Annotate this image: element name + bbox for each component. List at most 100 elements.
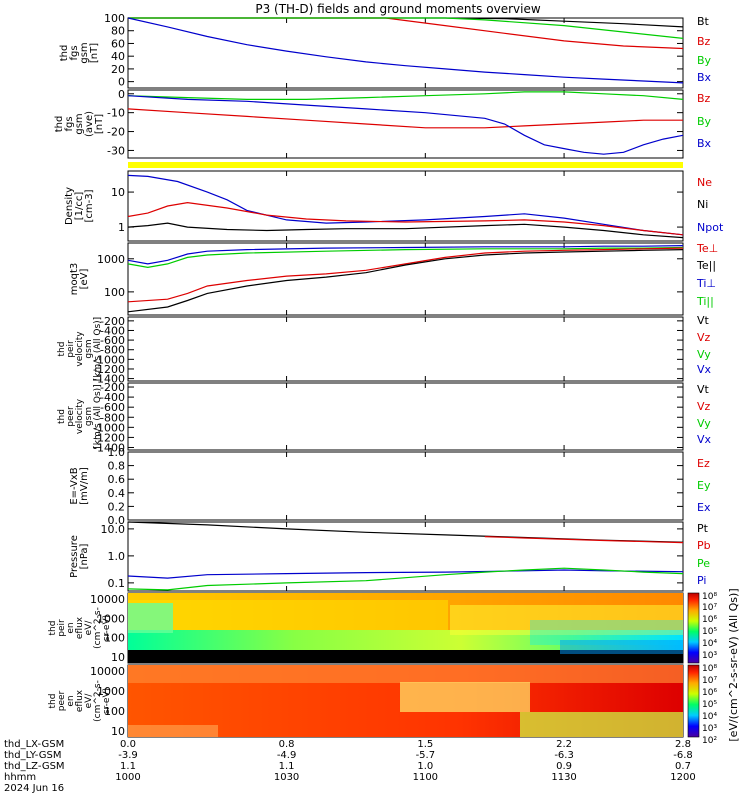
panel-p5: 100 1000 moqt3 [eV] Te⊥ Te|| Ti⊥ Ti|| [69,242,718,316]
colorbar-peer [687,664,700,738]
y-tick-label: 100 [104,632,125,645]
legend-Pi: Pi [697,574,706,587]
y-tick-label: -1000 [93,353,125,366]
y-axis-label-line: (cm^2-s- [93,607,103,649]
panel-frame [127,89,684,159]
legend-Vx: Vx [697,363,712,376]
legend-Vt: Vt [697,314,710,327]
y-tick-label: -200 [100,381,125,394]
panel-p6: -200-400-600-800-1000-1200-1400 thd peir ve… [57,314,712,386]
colorbar-tick-label: 10³ [702,651,717,661]
colorbar-tick-label: 10⁵ [702,627,717,637]
panel-frame [127,17,684,89]
y-tick-label: 10 [111,725,125,738]
y-axis-label-line: peer [66,406,76,427]
y-tick-label: 1.0 [108,550,126,563]
y-axis-label-line: [mV/m] [79,467,90,505]
y-axis-label-line: eV/ [84,693,94,709]
xaxis-tick-value: 1.1 [279,761,295,772]
y-tick-label: 0 [118,88,125,101]
legend-Bx: Bx [697,71,712,84]
xaxis-tick-value: 0.8 [279,739,295,750]
series-line-Pb [484,536,684,544]
yellow-status-bar [128,162,683,168]
legend-Pe: Pe [697,557,710,570]
xaxis-row-label: thd_LX-GSM [4,739,64,750]
y-tick-label: 10.0 [101,523,126,536]
y-tick-label: 0.4 [108,487,126,500]
y-tick-label: 0.6 [108,473,126,486]
legend-Te||: Te|| [696,259,716,272]
y-axis-label-line: en [66,695,76,706]
y-axis-label-line: fgs [64,116,75,131]
series-line-Bt [128,17,684,28]
xaxis-tick-value: 2.2 [556,739,572,750]
panel-frame [127,451,684,521]
series-line-Pi [127,569,684,579]
legend-Ex: Ex [697,501,711,514]
xaxis-tick-value: 0.7 [675,761,691,772]
series-line-Npot [127,174,684,236]
legend-Vz: Vz [697,331,711,344]
panel-frame [127,521,684,592]
y-axis-label-line: Density [64,187,75,225]
panel-p7: -200-400-600-800-1000-1200-1400 thd peer ve… [57,381,712,454]
legend-Vz: Vz [697,400,711,413]
y-axis-label-line: gsm [84,339,94,358]
y-axis-label-line: thd [57,409,67,424]
y-axis-label-line: [km/s (All Qs)] [93,384,103,448]
legend-Pt: Pt [697,522,709,535]
xaxis-tick-value: 1100 [413,772,438,783]
legend-Ey: Ey [697,479,711,492]
y-tick-label: 0.1 [108,577,126,590]
panel-p4: 1 10 Density [1/cc] [cm-3] Ne Ni Npot [64,170,724,242]
y-tick-label: 0.8 [108,460,126,473]
y-axis-label-line: peir [57,619,67,637]
panel-p8: 0.00.20.40.60.81.0 E=-VxB [mV/m] Ez Ey Ex [69,446,711,527]
colorbar-tick-label: 10⁶ [702,615,717,625]
xaxis-tick-value: 1.5 [417,739,433,750]
y-tick-label: 20 [111,63,125,76]
legend-Ez: Ez [697,457,710,470]
y-axis-label-line: velocity [75,398,85,434]
xaxis-tick-value: -3.9 [118,750,138,761]
y-axis-label-line: en [66,622,76,633]
y-axis-label-line: moqt3 [69,263,80,296]
y-axis-label-line: eflux [75,689,85,712]
series-line-Ti⊥ [127,245,684,265]
y-tick-label: 1000 [97,612,125,625]
xaxis-tick-value: -4.9 [277,750,297,761]
xaxis-tick-value: 1.0 [417,761,433,772]
series-line-By [128,17,684,39]
y-tick-label: -1200 [93,431,125,444]
legend-Bz: Bz [697,92,711,105]
y-axis-label-line: eV/ [84,620,94,636]
y-tick-label: 10000 [90,593,125,606]
colorbar-tick-label: 10⁸ [702,592,717,602]
y-axis-label-line: thd [48,621,58,636]
figure-title: P3 (TH-D) fields and ground moments over… [255,2,540,16]
y-axis-label-line: [km/s (All Qs)] [93,317,103,381]
xaxis-tick-value: 1200 [670,772,695,783]
legend-Ni: Ni [697,198,708,211]
panel-frame [127,170,684,242]
y-axis-label-line: sr-eV) [102,615,112,641]
legend-Ti||: Ti|| [696,295,714,308]
series-line-Bx [127,95,684,155]
y-tick-label: 100 [104,286,125,299]
y-tick-label: -800 [100,411,125,424]
y-axis-label-line: [cm-3] [84,189,95,222]
y-axis-label-line: [1/cc] [74,192,85,221]
series-line-Te|| [127,249,684,313]
y-axis-label-line: (cm^2-s- [93,680,103,722]
xaxis-tick-value: 1.1 [120,761,136,772]
y-axis-label-line: Pressure [69,535,80,578]
panel-p9: 0.1 1.0 10.0 Pressure [nPa] Pt Pb Pe Pi [69,521,711,592]
y-axis-label-line: thd [54,116,65,133]
series-line-Pt [127,521,684,543]
xaxis-tick-value: 0.9 [556,761,572,772]
y-tick-label: -600 [100,401,125,414]
y-tick-label: -10 [107,107,125,120]
legend-Vx: Vx [697,433,712,446]
